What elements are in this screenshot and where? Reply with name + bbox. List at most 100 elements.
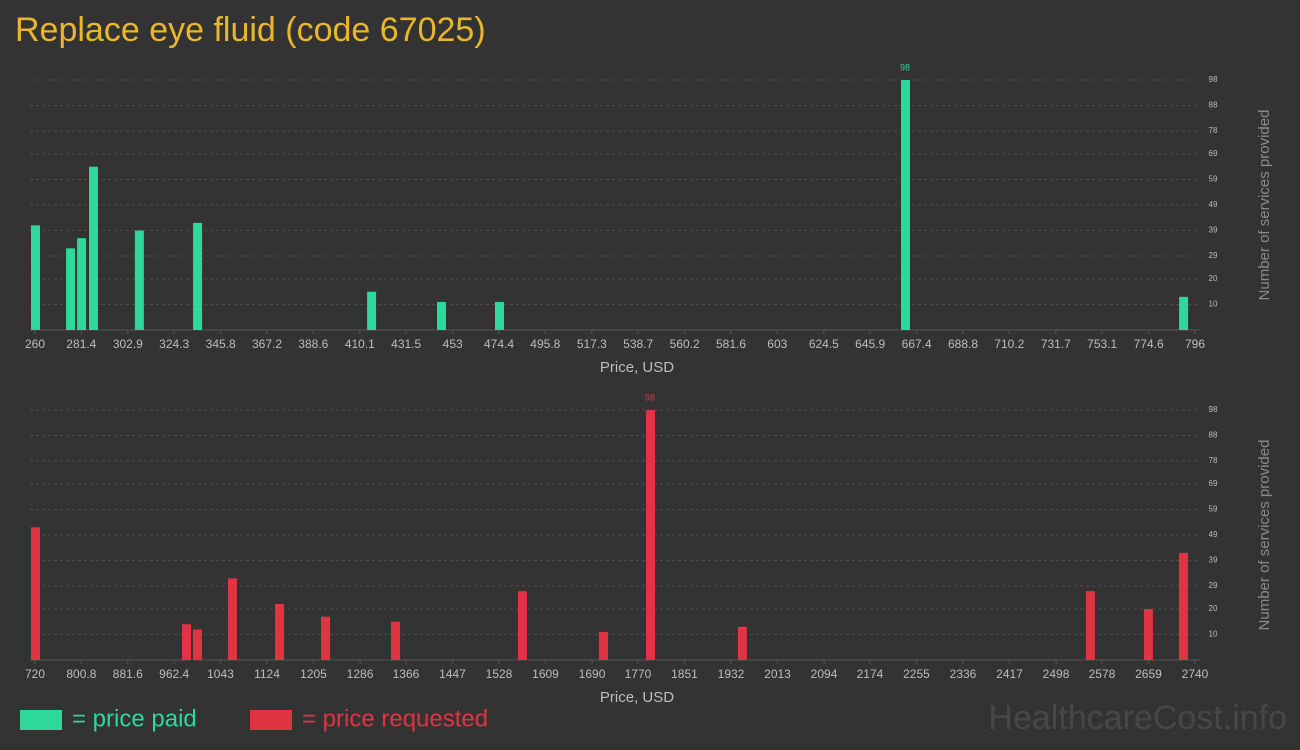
y-tick-label: 29: [1209, 581, 1218, 590]
bar: [1085, 591, 1095, 660]
x-tick-label: 800.8: [66, 667, 96, 681]
x-tick-label: 603: [767, 337, 787, 351]
x-tick-label: 560.2: [670, 337, 700, 351]
y-tick-label: 98: [1209, 75, 1218, 84]
x-tick-label: 1366: [393, 667, 420, 681]
x-tick-label: 2417: [996, 667, 1023, 681]
page-title: Replace eye fluid (code 67025): [15, 11, 486, 49]
y-axis-label: Number of services provided: [1256, 110, 1273, 301]
bar: [89, 166, 98, 330]
data-label: 98: [645, 392, 655, 402]
x-tick-label: 2174: [857, 667, 884, 681]
bar: [134, 230, 144, 330]
x-tick-label: 367.2: [252, 337, 282, 351]
bar: [227, 578, 237, 660]
x-tick-label: 2498: [1043, 667, 1070, 681]
bar: [1179, 296, 1189, 330]
legend-swatch: [20, 710, 62, 730]
y-tick-label: 49: [1209, 200, 1218, 209]
x-tick-label: 538.7: [623, 337, 653, 351]
x-tick-label: 474.4: [484, 337, 514, 351]
x-tick-label: 410.1: [345, 337, 375, 351]
x-tick-label: 1932: [718, 667, 745, 681]
y-tick-label: 39: [1209, 226, 1218, 235]
x-tick-label: 388.6: [298, 337, 328, 351]
x-tick-label: 645.9: [855, 337, 885, 351]
legend-swatch: [250, 710, 292, 730]
bar: [901, 80, 910, 330]
bar: [737, 626, 747, 660]
x-tick-label: 624.5: [809, 337, 839, 351]
x-tick-label: 796: [1185, 337, 1205, 351]
x-tick-label: 2013: [764, 667, 791, 681]
y-tick-label: 78: [1209, 126, 1218, 135]
x-tick-label: 688.8: [948, 337, 978, 351]
x-tick-label: 302.9: [113, 337, 143, 351]
x-tick-label: 710.2: [994, 337, 1024, 351]
bar: [182, 624, 192, 660]
x-tick-label: 1447: [439, 667, 466, 681]
bar: [598, 631, 608, 660]
x-tick-label: 324.3: [159, 337, 189, 351]
y-tick-label: 59: [1209, 175, 1218, 184]
bar: [391, 621, 401, 660]
x-tick-label: 2659: [1135, 667, 1162, 681]
y-tick-label: 29: [1209, 251, 1218, 260]
bar: [321, 616, 330, 660]
y-tick-label: 98: [1209, 405, 1218, 414]
x-tick-label: 753.1: [1087, 337, 1117, 351]
bar: [31, 225, 40, 330]
x-tick-label: 453: [443, 337, 463, 351]
x-tick-label: 260: [25, 337, 45, 351]
y-tick-label: 69: [1209, 149, 1218, 158]
legend-label: = price requested: [302, 705, 488, 732]
x-tick-label: 2578: [1089, 667, 1116, 681]
bar: [193, 222, 203, 330]
x-tick-label: 881.6: [113, 667, 143, 681]
y-tick-label: 20: [1209, 604, 1218, 613]
x-tick-label: 281.4: [66, 337, 96, 351]
x-tick-label: 345.8: [206, 337, 236, 351]
x-tick-label: 1609: [532, 667, 559, 681]
bar: [192, 629, 202, 660]
bar: [66, 248, 76, 330]
x-tick-label: 731.7: [1041, 337, 1071, 351]
x-tick-label: 1528: [486, 667, 513, 681]
watermark: HealthcareCost.info: [988, 699, 1287, 737]
bar: [517, 591, 527, 660]
y-tick-label: 78: [1209, 456, 1218, 465]
x-tick-label: 1286: [347, 667, 374, 681]
x-tick-label: 1205: [300, 667, 327, 681]
x-tick-label: 431.5: [391, 337, 421, 351]
y-axis-label: Number of services provided: [1256, 440, 1273, 631]
bar: [1143, 608, 1153, 660]
y-tick-label: 69: [1209, 479, 1218, 488]
y-tick-label: 39: [1209, 556, 1218, 565]
x-tick-label: 774.6: [1134, 337, 1164, 351]
x-tick-label: 1770: [625, 667, 652, 681]
y-tick-label: 88: [1209, 431, 1218, 440]
x-tick-label: 1124: [254, 667, 280, 681]
x-tick-label: 962.4: [159, 667, 189, 681]
x-tick-label: 2094: [811, 667, 838, 681]
bar: [646, 410, 656, 660]
y-tick-label: 59: [1209, 505, 1218, 514]
bar: [31, 527, 40, 660]
x-tick-label: 1690: [579, 667, 606, 681]
y-tick-label: 88: [1209, 101, 1218, 110]
y-tick-label: 49: [1209, 530, 1218, 539]
y-tick-label: 10: [1209, 630, 1218, 639]
x-axis-label: Price, USD: [600, 689, 674, 706]
legend-label: = price paid: [72, 705, 197, 732]
x-tick-label: 667.4: [902, 337, 932, 351]
y-tick-label: 10: [1209, 300, 1218, 309]
x-tick-label: 2740: [1182, 667, 1209, 681]
x-tick-label: 495.8: [530, 337, 560, 351]
x-tick-label: 2336: [950, 667, 977, 681]
x-tick-label: 1851: [671, 667, 698, 681]
y-tick-label: 20: [1209, 274, 1218, 283]
data-label: 98: [900, 62, 910, 72]
bar: [437, 301, 446, 330]
x-tick-label: 1043: [207, 667, 234, 681]
